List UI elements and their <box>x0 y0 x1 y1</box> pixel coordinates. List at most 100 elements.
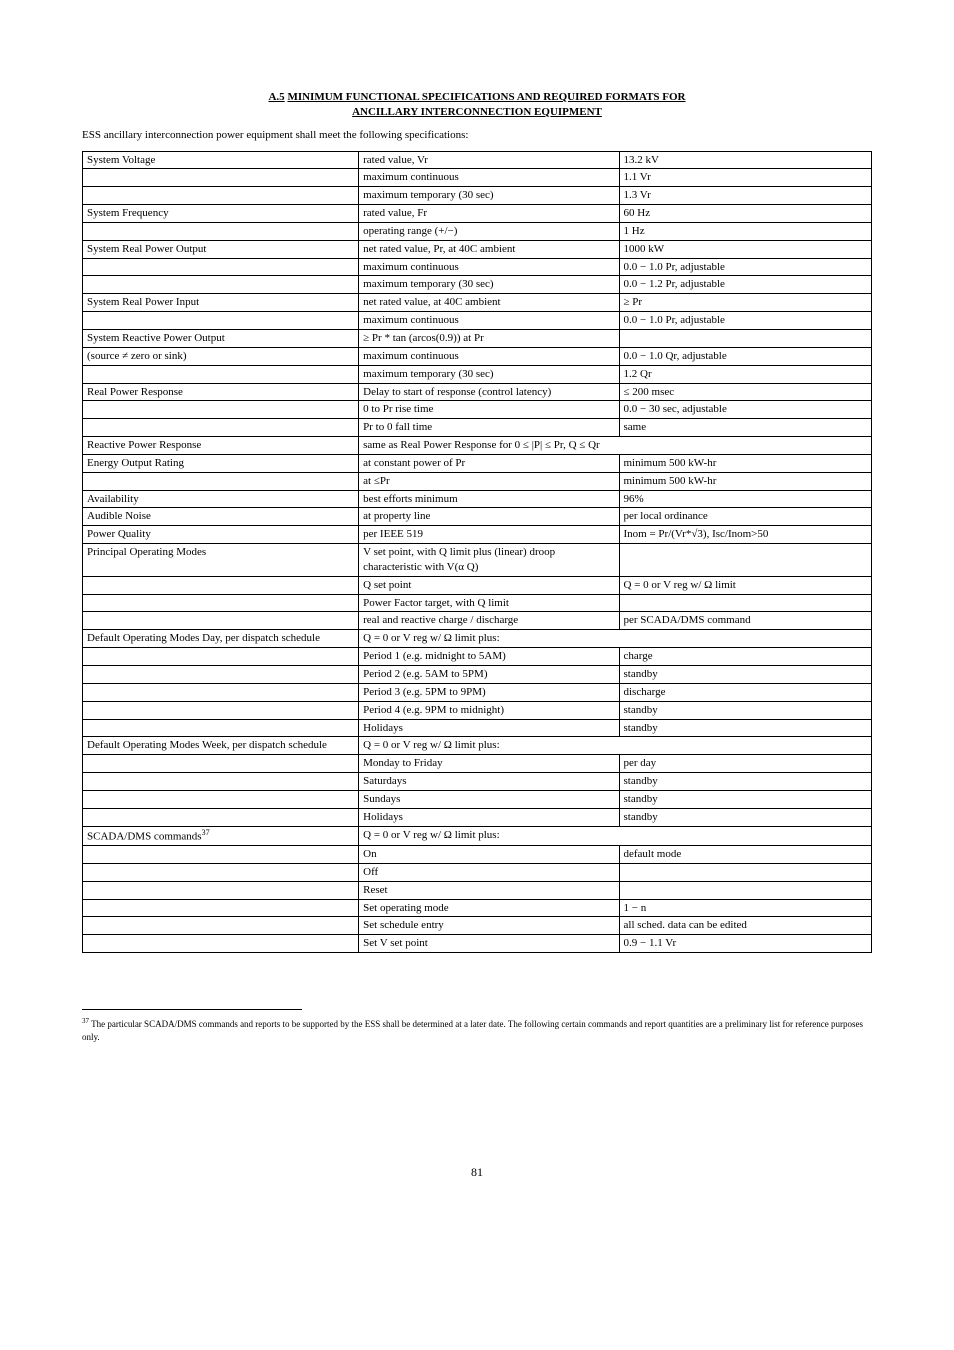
cell-spec: best efforts minimum <box>359 490 619 508</box>
cell-spec: Set V set point <box>359 935 619 953</box>
cell-param <box>83 365 359 383</box>
table-row: System Frequencyrated value, Fr60 Hz <box>83 205 872 223</box>
cell-value: per local ordinance <box>619 508 872 526</box>
cell-spec: at ≤Pr <box>359 472 619 490</box>
cell-param <box>83 683 359 701</box>
table-row: Pr to 0 fall timesame <box>83 419 872 437</box>
cell-value <box>619 544 872 577</box>
cell-spec: at property line <box>359 508 619 526</box>
table-row: Energy Output Ratingat constant power of… <box>83 454 872 472</box>
cell-spec: Set operating mode <box>359 899 619 917</box>
cell-spec: V set point, with Q limit plus (linear) … <box>359 544 619 577</box>
cell-spec: Reset <box>359 881 619 899</box>
cell-param <box>83 755 359 773</box>
cell-value: standby <box>619 808 872 826</box>
cell-spec: maximum temporary (30 sec) <box>359 365 619 383</box>
table-row: System Real Power Inputnet rated value, … <box>83 294 872 312</box>
cell-param: Audible Noise <box>83 508 359 526</box>
cell-param <box>83 594 359 612</box>
cell-spec: Monday to Friday <box>359 755 619 773</box>
cell-param <box>83 863 359 881</box>
cell-spec: operating range (+/−) <box>359 222 619 240</box>
table-row: Off <box>83 863 872 881</box>
table-row: Period 1 (e.g. midnight to 5AM)charge <box>83 648 872 666</box>
cell-spec: net rated value, Pr, at 40C ambient <box>359 240 619 258</box>
cell-spec: Period 4 (e.g. 9PM to midnight) <box>359 701 619 719</box>
cell-spec: Period 3 (e.g. 5PM to 9PM) <box>359 683 619 701</box>
cell-value: 1000 kW <box>619 240 872 258</box>
cell-param <box>83 612 359 630</box>
table-row: Audible Noiseat property lineper local o… <box>83 508 872 526</box>
cell-value: 0.0 − 1.2 Pr, adjustable <box>619 276 872 294</box>
cell-value: standby <box>619 666 872 684</box>
cell-param <box>83 169 359 187</box>
cell-value <box>619 863 872 881</box>
table-row: Power Factor target, with Q limit <box>83 594 872 612</box>
cell-param <box>83 276 359 294</box>
table-row: Q set pointQ = 0 or V reg w/ Ω limit <box>83 576 872 594</box>
cell-span: Q = 0 or V reg w/ Ω limit plus: <box>359 630 872 648</box>
cell-param <box>83 258 359 276</box>
cell-span: Q = 0 or V reg w/ Ω limit plus: <box>359 737 872 755</box>
cell-param: System Real Power Input <box>83 294 359 312</box>
cell-spec: rated value, Fr <box>359 205 619 223</box>
cell-spec: real and reactive charge / discharge <box>359 612 619 630</box>
table-row: maximum temporary (30 sec)1.3 Vr <box>83 187 872 205</box>
cell-value <box>619 881 872 899</box>
cell-value: Inom = Pr/(Vr*√3), Isc/Inom>50 <box>619 526 872 544</box>
cell-spec: Off <box>359 863 619 881</box>
cell-value: 0.0 − 1.0 Pr, adjustable <box>619 258 872 276</box>
table-row: Availabilitybest efforts minimum96% <box>83 490 872 508</box>
cell-param <box>83 419 359 437</box>
cell-param <box>83 935 359 953</box>
cell-spec: Holidays <box>359 808 619 826</box>
cell-value: default mode <box>619 846 872 864</box>
cell-param <box>83 187 359 205</box>
cell-value: minimum 500 kW-hr <box>619 454 872 472</box>
table-row: maximum continuous1.1 Vr <box>83 169 872 187</box>
cell-param: System Reactive Power Output <box>83 329 359 347</box>
cell-value: 13.2 kV <box>619 151 872 169</box>
table-row: Reactive Power Responsesame as Real Powe… <box>83 437 872 455</box>
table-row: Default Operating Modes Day, per dispatc… <box>83 630 872 648</box>
table-row: maximum temporary (30 sec)0.0 − 1.2 Pr, … <box>83 276 872 294</box>
cell-spec: at constant power of Pr <box>359 454 619 472</box>
cell-spec: Pr to 0 fall time <box>359 419 619 437</box>
table-row: Real Power ResponseDelay to start of res… <box>83 383 872 401</box>
cell-param: Default Operating Modes Day, per dispatc… <box>83 630 359 648</box>
table-row: maximum continuous0.0 − 1.0 Pr, adjustab… <box>83 258 872 276</box>
cell-param: (source ≠ zero or sink) <box>83 347 359 365</box>
cell-value: 1 − n <box>619 899 872 917</box>
cell-param <box>83 846 359 864</box>
table-row: Holidaysstandby <box>83 808 872 826</box>
cell-value: standby <box>619 701 872 719</box>
title-underlined: MINIMUM FUNCTIONAL SPECIFICATIONS AND RE… <box>287 91 685 103</box>
cell-param <box>83 899 359 917</box>
subtitle: ESS ancillary interconnection power equi… <box>82 128 872 143</box>
cell-value: per day <box>619 755 872 773</box>
table-row: real and reactive charge / dischargeper … <box>83 612 872 630</box>
cell-value: ≥ Pr <box>619 294 872 312</box>
cell-value: 1 Hz <box>619 222 872 240</box>
cell-value: 0.9 − 1.1 Vr <box>619 935 872 953</box>
cell-param <box>83 701 359 719</box>
cell-value: 0.0 − 1.0 Pr, adjustable <box>619 312 872 330</box>
cell-param: System Frequency <box>83 205 359 223</box>
table-row: Set V set point0.9 − 1.1 Vr <box>83 935 872 953</box>
cell-spec: Q set point <box>359 576 619 594</box>
cell-spec: Holidays <box>359 719 619 737</box>
title-prefix: A.5 <box>268 91 284 103</box>
cell-param: SCADA/DMS commands37 <box>83 826 359 846</box>
cell-param <box>83 917 359 935</box>
cell-value: 1.2 Qr <box>619 365 872 383</box>
table-row: Holidaysstandby <box>83 719 872 737</box>
cell-spec: net rated value, at 40C ambient <box>359 294 619 312</box>
cell-param: Power Quality <box>83 526 359 544</box>
table-row: Period 2 (e.g. 5AM to 5PM)standby <box>83 666 872 684</box>
footnote-number: 37 <box>82 1017 89 1025</box>
table-row: Period 3 (e.g. 5PM to 9PM)discharge <box>83 683 872 701</box>
cell-param <box>83 719 359 737</box>
cell-value: minimum 500 kW-hr <box>619 472 872 490</box>
cell-spec: maximum continuous <box>359 169 619 187</box>
cell-value: standby <box>619 773 872 791</box>
